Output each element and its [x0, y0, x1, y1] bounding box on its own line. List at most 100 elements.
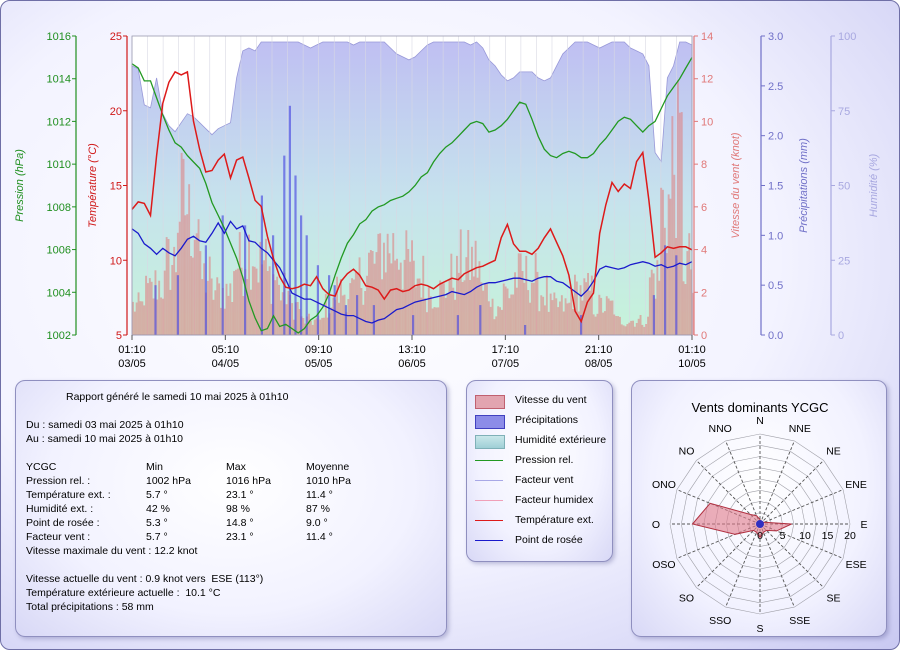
wind-speed-bar: [377, 233, 380, 335]
temperature-axis-label: Température (°C): [87, 143, 99, 228]
pression-tick-label: 1006: [47, 245, 71, 257]
wind-speed-bar: [173, 246, 176, 335]
wind-speed-bar: [572, 309, 574, 335]
x-tick-date: 03/05: [118, 358, 146, 370]
row-label: Point de rosée :: [26, 517, 100, 529]
vent-tick-label: 8: [701, 159, 707, 171]
wind-speed-bar: [407, 249, 410, 335]
precip-bar: [412, 315, 415, 335]
wind-rose-title: Vents dominants YCGC: [691, 400, 828, 415]
wind-speed-bar: [579, 285, 582, 335]
wind-speed-bar: [609, 300, 612, 335]
precip-bar: [260, 195, 263, 335]
wind-speed-bar: [431, 308, 434, 335]
temperature-line: [131, 70, 693, 324]
precip-tick-label: 1.5: [768, 181, 783, 193]
wind-speed-bar: [495, 316, 498, 335]
wind-speed-bar: [233, 271, 235, 335]
wind-speed-bar: [508, 298, 511, 335]
wind-speed-bar: [223, 308, 226, 335]
wind-speed-bar: [688, 233, 691, 335]
wind-speed-bar: [206, 280, 209, 335]
report-panel: Rapport généré le samedi 10 mai 2025 à 0…: [15, 380, 447, 637]
temperature-tick-label: 10: [110, 255, 122, 267]
row-avg: 9.0 °: [306, 517, 328, 529]
wind-speed-bar: [648, 277, 651, 335]
report-current-wind: Vitesse actuelle du vent : 0.9 knot vers…: [26, 573, 264, 585]
precip-bar: [664, 245, 667, 335]
wind-speed-bar: [384, 272, 387, 335]
humidite-tick-label: 0: [838, 330, 844, 342]
wind-speed-bar: [246, 279, 249, 335]
wind-rose-direction-label: OSO: [652, 559, 675, 571]
wind-speed-bar: [684, 284, 687, 335]
wind-speed-bar: [141, 301, 144, 335]
wind-speed-bar: [324, 294, 327, 335]
wind-speed-bar: [667, 194, 670, 335]
wind-speed-bar: [263, 260, 265, 335]
wind-speed-bar: [369, 250, 372, 335]
wind-rose-direction-label: E: [860, 519, 867, 531]
wind-speed-bar: [613, 314, 616, 335]
wind-speed-bar: [426, 312, 428, 335]
wind-speed-bar: [394, 260, 397, 335]
x-tick-date: 07/05: [492, 358, 520, 370]
wind-speed-bar: [678, 112, 681, 335]
wind-speed-bar: [184, 215, 187, 335]
wind-speed-bar: [424, 298, 427, 335]
wind-speed-bar: [456, 255, 458, 335]
temperature-tick-label: 20: [110, 106, 122, 118]
wind-speed-bar: [525, 255, 528, 335]
wind-rose-direction-label: O: [652, 519, 660, 531]
wind-speed-bar: [405, 230, 408, 335]
humidite-axis-label: Humidité (%): [868, 153, 880, 217]
wind-speed-bar: [191, 257, 194, 335]
wind-speed-bar: [381, 279, 383, 335]
wind-speed-bar: [354, 271, 357, 335]
humidite-tick-label: 25: [838, 255, 850, 267]
wind-speed-bar: [527, 290, 530, 335]
pression-tick-label: 1014: [47, 74, 71, 86]
wind-speed-bar: [257, 282, 260, 335]
wind-speed-bar: [658, 280, 661, 335]
wind-speed-bar: [647, 316, 649, 335]
precip-tick-label: 0.5: [768, 280, 783, 292]
pression-tick-label: 1010: [47, 159, 71, 171]
wind-speed-bar: [399, 262, 402, 335]
wind-speed-bar: [577, 311, 580, 335]
wind-rose-ring-label: 20: [844, 530, 856, 542]
wind-speed-bar: [594, 316, 597, 335]
wind-speed-bar: [208, 256, 211, 335]
wind-speed-bar: [308, 313, 310, 335]
wind-speed-bar: [278, 284, 280, 335]
report-col-min: Min: [146, 461, 163, 473]
wind-speed-bar: [605, 296, 608, 335]
vent-tick-label: 12: [701, 74, 713, 86]
legend-item-pressure: Pression rel.: [475, 453, 610, 469]
wind-speed-bar: [461, 282, 464, 335]
wind-speed-bar: [446, 293, 449, 335]
wind-speed-bar: [383, 242, 385, 335]
wind-speed-bar: [499, 307, 501, 335]
wind-speed-bar: [538, 311, 541, 335]
vent-tick-label: 10: [701, 116, 713, 128]
chart-legend: Vitesse du vent Précipitations Humidité …: [466, 380, 613, 562]
wind-speed-bar: [255, 268, 258, 335]
precip-bar: [294, 175, 297, 335]
wind-speed-bar: [242, 296, 245, 335]
wind-speed-bar: [598, 294, 601, 335]
wind-speed-bar: [229, 283, 232, 335]
wind-speed-bar: [160, 297, 162, 335]
wind-speed-bar: [336, 276, 338, 335]
wind-speed-bar: [574, 274, 576, 335]
wind-speed-bar: [216, 277, 219, 335]
wind-speed-bar: [504, 286, 507, 335]
wind-rose-direction-label: NO: [679, 446, 695, 458]
row-min: 5.7 °: [146, 531, 168, 543]
wind-speed-bar: [617, 316, 619, 335]
wind-rose-direction-label: S: [756, 623, 763, 635]
wind-speed-bar: [673, 174, 676, 335]
wind-rose-ring: [725, 489, 795, 559]
legend-item-humidex: Facteur humidex: [475, 493, 610, 509]
wind-speed-bar: [347, 299, 350, 335]
